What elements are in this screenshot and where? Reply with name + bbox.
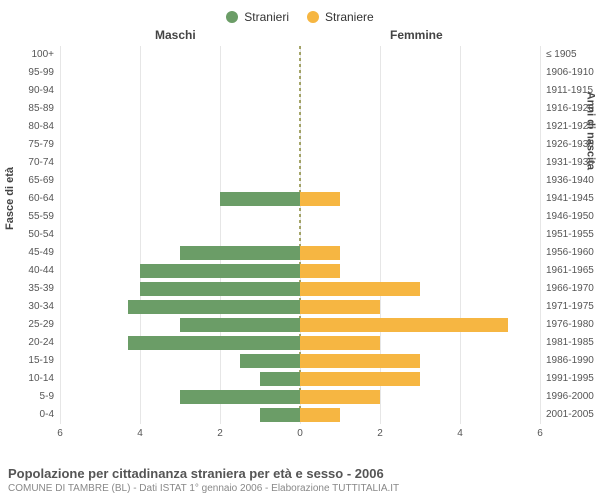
legend-item-male[interactable]: Stranieri bbox=[226, 10, 289, 24]
bar-female[interactable] bbox=[300, 336, 380, 350]
birth-year-label: 1906-1910 bbox=[546, 67, 594, 78]
legend: Stranieri Straniere bbox=[0, 0, 600, 28]
x-tick-label: 2 bbox=[377, 428, 383, 439]
age-label: 75-79 bbox=[28, 139, 54, 150]
birth-year-label: 2001-2005 bbox=[546, 409, 594, 420]
age-label: 30-34 bbox=[28, 301, 54, 312]
birth-year-label: 1916-1920 bbox=[546, 103, 594, 114]
bar-male[interactable] bbox=[260, 372, 300, 386]
birth-year-label: 1976-1980 bbox=[546, 319, 594, 330]
birth-year-label: 1911-1915 bbox=[546, 85, 593, 96]
bar-female[interactable] bbox=[300, 408, 340, 422]
bar-male[interactable] bbox=[128, 300, 300, 314]
age-label: 0-4 bbox=[40, 409, 54, 420]
birth-year-label: 1921-1925 bbox=[546, 121, 594, 132]
age-label: 80-84 bbox=[28, 121, 54, 132]
birth-year-label: 1991-1995 bbox=[546, 373, 594, 384]
legend-item-female[interactable]: Straniere bbox=[307, 10, 374, 24]
gridline bbox=[540, 46, 541, 424]
legend-label-female: Straniere bbox=[325, 10, 374, 24]
bar-female[interactable] bbox=[300, 390, 380, 404]
bar-male[interactable] bbox=[180, 390, 300, 404]
bar-female[interactable] bbox=[300, 246, 340, 260]
x-tick-label: 6 bbox=[57, 428, 63, 439]
age-label: 20-24 bbox=[28, 337, 54, 348]
column-header-female: Femmine bbox=[390, 28, 443, 42]
age-label: 100+ bbox=[31, 49, 54, 60]
gridline bbox=[140, 46, 141, 424]
legend-swatch-female bbox=[307, 11, 319, 23]
gridline bbox=[460, 46, 461, 424]
birth-year-label: 1981-1985 bbox=[546, 337, 594, 348]
bar-female[interactable] bbox=[300, 318, 508, 332]
chart-footer: Popolazione per cittadinanza straniera p… bbox=[8, 466, 399, 494]
age-label: 25-29 bbox=[28, 319, 54, 330]
column-header-male: Maschi bbox=[155, 28, 196, 42]
gridline bbox=[60, 46, 61, 424]
bar-male[interactable] bbox=[220, 192, 300, 206]
birth-year-label: 1946-1950 bbox=[546, 211, 594, 222]
bar-female[interactable] bbox=[300, 372, 420, 386]
legend-label-male: Stranieri bbox=[244, 10, 289, 24]
bar-male[interactable] bbox=[260, 408, 300, 422]
legend-swatch-male bbox=[226, 11, 238, 23]
chart-subtitle: COMUNE DI TAMBRE (BL) - Dati ISTAT 1° ge… bbox=[8, 483, 399, 494]
bar-female[interactable] bbox=[300, 282, 420, 296]
plot-area bbox=[60, 46, 540, 424]
age-label: 85-89 bbox=[28, 103, 54, 114]
birth-year-label: 1936-1940 bbox=[546, 175, 594, 186]
birth-year-label: ≤ 1905 bbox=[546, 49, 577, 60]
bar-female[interactable] bbox=[300, 264, 340, 278]
chart-title: Popolazione per cittadinanza straniera p… bbox=[8, 466, 399, 481]
bar-male[interactable] bbox=[180, 246, 300, 260]
bar-male[interactable] bbox=[240, 354, 300, 368]
birth-year-label: 1986-1990 bbox=[546, 355, 594, 366]
bar-female[interactable] bbox=[300, 192, 340, 206]
birth-year-label: 1966-1970 bbox=[546, 283, 594, 294]
bar-male[interactable] bbox=[140, 264, 300, 278]
birth-year-label: 1926-1930 bbox=[546, 139, 594, 150]
age-label: 10-14 bbox=[28, 373, 54, 384]
birth-year-label: 1971-1975 bbox=[546, 301, 594, 312]
age-label: 50-54 bbox=[28, 229, 54, 240]
age-label: 45-49 bbox=[28, 247, 54, 258]
x-tick-label: 4 bbox=[137, 428, 143, 439]
age-label: 60-64 bbox=[28, 193, 54, 204]
x-tick-label: 2 bbox=[217, 428, 223, 439]
age-label: 70-74 bbox=[28, 157, 54, 168]
birth-year-label: 1956-1960 bbox=[546, 247, 594, 258]
bar-male[interactable] bbox=[128, 336, 300, 350]
birth-year-label: 1941-1945 bbox=[546, 193, 594, 204]
age-label: 55-59 bbox=[28, 211, 54, 222]
x-tick-label: 0 bbox=[297, 428, 303, 439]
birth-year-label: 1931-1935 bbox=[546, 157, 594, 168]
bar-female[interactable] bbox=[300, 354, 420, 368]
age-label: 65-69 bbox=[28, 175, 54, 186]
age-label: 40-44 bbox=[28, 265, 54, 276]
age-label: 35-39 bbox=[28, 283, 54, 294]
bar-male[interactable] bbox=[180, 318, 300, 332]
x-tick-label: 4 bbox=[457, 428, 463, 439]
y-left-axis-title: Fasce di età bbox=[4, 167, 16, 230]
birth-year-label: 1961-1965 bbox=[546, 265, 594, 276]
age-label: 95-99 bbox=[28, 67, 54, 78]
x-tick-label: 6 bbox=[537, 428, 543, 439]
chart-container: Stranieri Straniere Maschi Femmine Fasce… bbox=[0, 0, 600, 500]
gridline bbox=[220, 46, 221, 424]
age-label: 15-19 bbox=[28, 355, 54, 366]
age-label: 90-94 bbox=[28, 85, 54, 96]
bar-male[interactable] bbox=[140, 282, 300, 296]
birth-year-label: 1951-1955 bbox=[546, 229, 594, 240]
age-label: 5-9 bbox=[40, 391, 54, 402]
bar-female[interactable] bbox=[300, 300, 380, 314]
birth-year-label: 1996-2000 bbox=[546, 391, 594, 402]
